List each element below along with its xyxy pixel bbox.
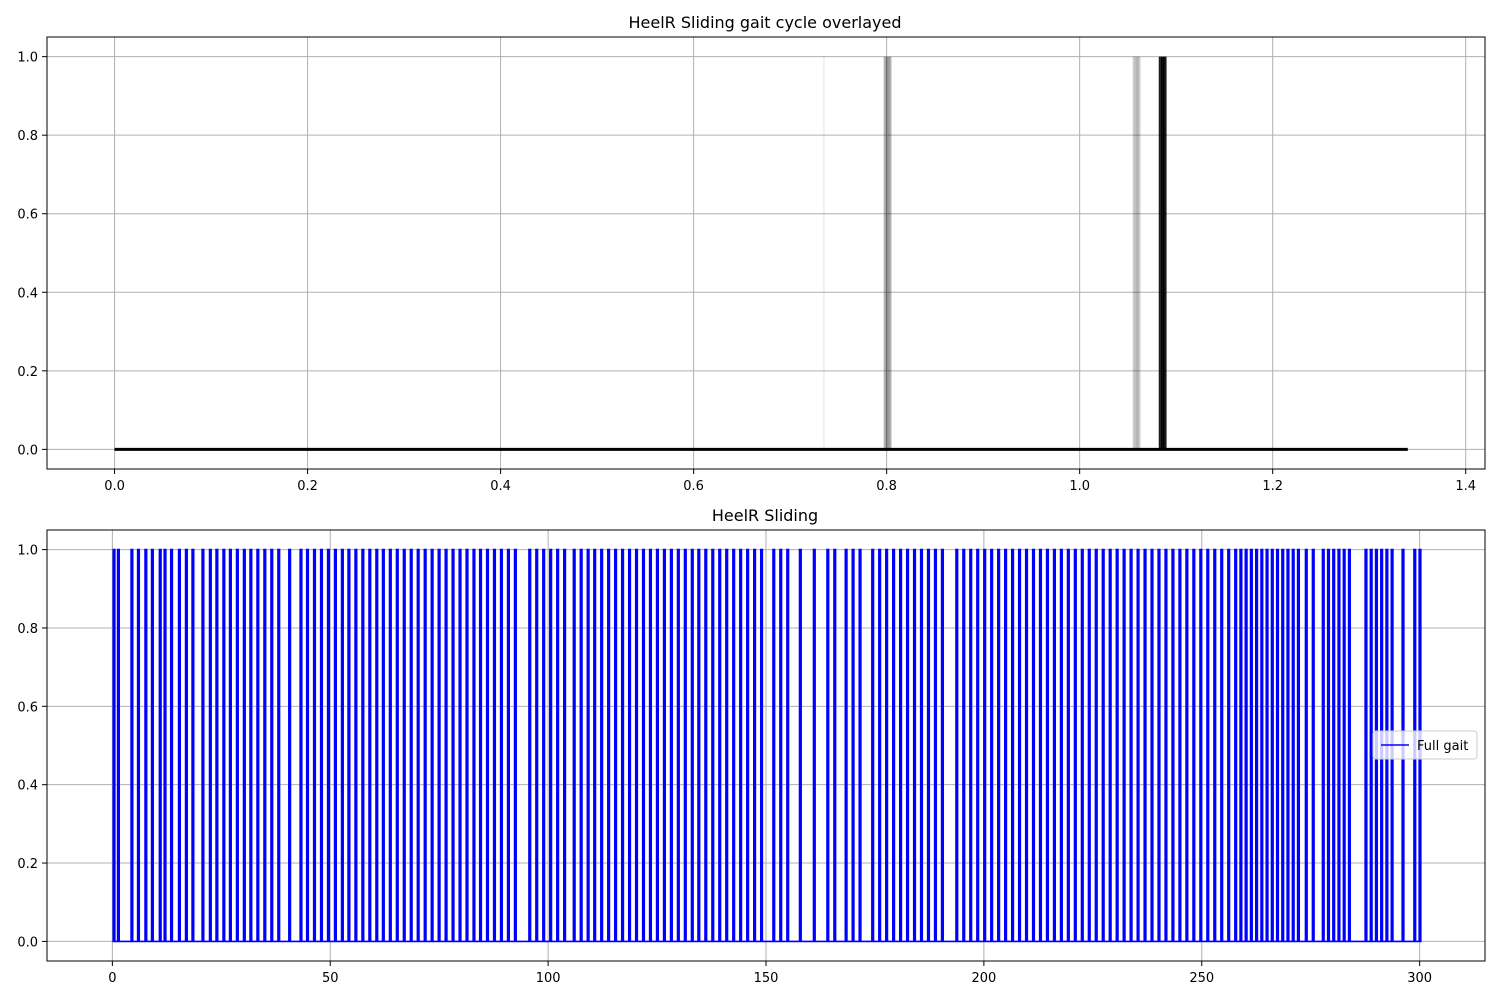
- chart-bottom-ytick-label: 0.8: [17, 622, 38, 637]
- chart-bottom-xtick-label: 0: [108, 971, 116, 986]
- chart-top-xtick-label: 0.6: [683, 479, 704, 494]
- chart-top-frame: [46, 36, 1486, 470]
- chart-top-xtick-label: 1.2: [1262, 479, 1283, 494]
- legend-box: [1372, 730, 1478, 760]
- legend-label-full-gait: Full gait: [1417, 739, 1468, 754]
- chart-bottom-grid: [47, 530, 1485, 961]
- chart-bottom: HeelR Sliding 0 50 100 150 200 250 300 0.0 0.2 0.…: [17, 506, 1486, 986]
- chart-bottom-ytick-label: 0.4: [17, 779, 38, 794]
- chart-bottom-xtick-label: 200: [971, 971, 996, 986]
- chart-bottom-title: HeelR Sliding: [712, 506, 818, 525]
- chart-bottom-legend: Full gait: [1372, 730, 1478, 760]
- chart-bottom-xtick-label: 150: [754, 971, 779, 986]
- chart-top-ticks: 0.0 0.2 0.4 0.6 0.8 1.0 1.2 1.4 0.0 0.2 0.4 0.6 0.8 1…: [17, 51, 1476, 494]
- chart-bottom-xtick-label: 300: [1407, 971, 1432, 986]
- chart-top-xtick-label: 1.0: [1069, 479, 1090, 494]
- chart-top-xtick-label: 0.4: [490, 479, 511, 494]
- chart-top-ytick-label: 0.8: [17, 129, 38, 144]
- chart-bottom-frame: [46, 529, 1486, 962]
- chart-top-xtick-label: 0.8: [876, 479, 897, 494]
- chart-bottom-ticks: 0 50 100 150 200 250 300 0.0 0.2 0.4 0.6 0.8 1.0: [17, 544, 1432, 986]
- chart-top-xtick-label: 0.2: [297, 479, 318, 494]
- chart-bottom-xtick-label: 50: [322, 971, 339, 986]
- chart-bottom-ytick-label: 1.0: [17, 544, 38, 559]
- chart-bottom-xtick-label: 100: [536, 971, 561, 986]
- chart-top-ytick-label: 1.0: [17, 51, 38, 66]
- chart-bottom-ytick-label: 0.0: [17, 935, 38, 950]
- chart-bottom-xtick-label: 250: [1189, 971, 1214, 986]
- chart-top-xtick-label: 1.4: [1455, 479, 1476, 494]
- chart-bottom-series-full-gait: [112, 548, 1422, 943]
- chart-top-ytick-label: 0.2: [17, 365, 38, 380]
- chart-top: HeelR Sliding gait cycle overlayed 0.0 0.…: [17, 13, 1486, 494]
- chart-top-ytick-label: 0.0: [17, 443, 38, 458]
- chart-top-ytick-label: 0.4: [17, 286, 38, 301]
- chart-top-title: HeelR Sliding gait cycle overlayed: [629, 13, 902, 32]
- chart-bottom-ytick-label: 0.6: [17, 700, 38, 715]
- chart-bottom-ytick-label: 0.2: [17, 857, 38, 872]
- chart-top-grid: [47, 37, 1485, 469]
- chart-top-xtick-label: 0.0: [104, 479, 125, 494]
- chart-bottom-marks: [112, 548, 1422, 943]
- chart-top-ytick-label: 0.6: [17, 208, 38, 223]
- chart-top-marks: [114, 56, 1408, 451]
